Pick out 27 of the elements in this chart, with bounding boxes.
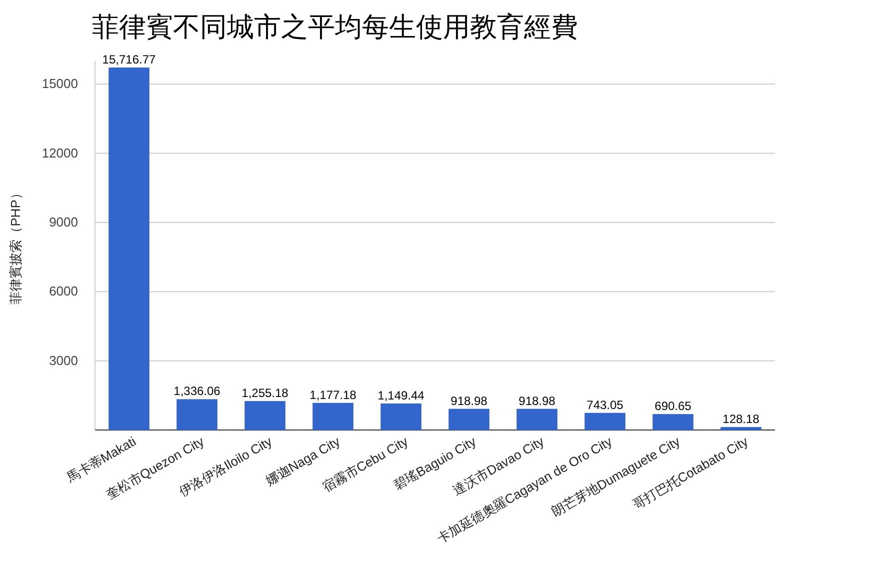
- data-label: 918.98: [518, 394, 556, 408]
- bar: [448, 408, 490, 430]
- chart-title: 菲律賓不同城市之平均每生使用教育經費: [92, 12, 578, 42]
- bar: [720, 427, 762, 430]
- y-tick-label: 3000: [49, 352, 78, 368]
- y-tick-label: 15000: [42, 76, 78, 92]
- bar: [380, 403, 422, 430]
- bar: [108, 68, 150, 430]
- y-tick-label: 12000: [42, 145, 78, 160]
- data-label: 1,255.18: [242, 386, 289, 400]
- bar: [176, 399, 218, 430]
- data-label: 1,336.06: [174, 384, 221, 398]
- data-label: 1,149.44: [378, 388, 425, 402]
- data-label: 743.05: [586, 398, 624, 412]
- data-label: 128.18: [722, 412, 760, 426]
- bar: [312, 402, 354, 430]
- data-label: 1,177.18: [310, 388, 357, 402]
- data-label: 15,716.77: [102, 52, 156, 67]
- bar: [652, 414, 694, 430]
- data-label: 690.65: [654, 399, 692, 414]
- bar: [516, 408, 558, 430]
- bar: [584, 412, 626, 430]
- bar: [244, 401, 286, 430]
- y-tick-label: 6000: [49, 284, 78, 299]
- y-tick-label: 9000: [49, 214, 78, 230]
- y-axis-title: 菲律賓披索（PHP）: [8, 186, 23, 304]
- data-label: 918.98: [450, 394, 488, 408]
